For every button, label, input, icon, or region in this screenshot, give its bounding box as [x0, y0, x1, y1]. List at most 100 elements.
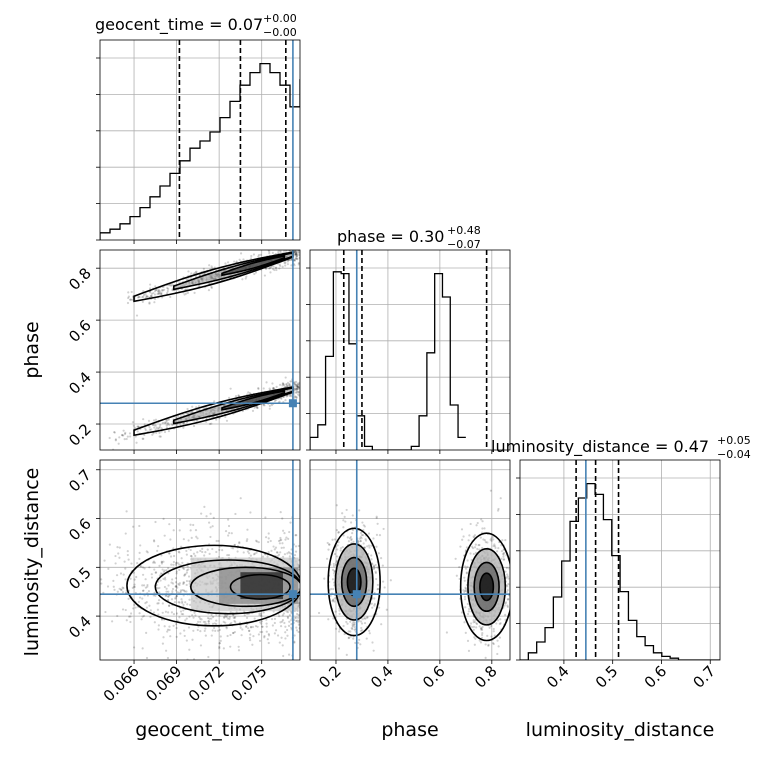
scatter-point [259, 253, 262, 256]
scatter-point [269, 271, 272, 274]
scatter-point [229, 387, 232, 390]
scatter-point [293, 264, 296, 267]
scatter-point [296, 247, 298, 249]
scatter-point [337, 647, 341, 650]
scatter-point [382, 527, 385, 531]
scatter-point [361, 629, 364, 632]
scatter-point [148, 604, 151, 607]
panel-frame-phase [309, 249, 511, 451]
scatter-point [506, 598, 509, 601]
scatter-point [145, 294, 148, 298]
scatter-point [346, 536, 349, 539]
scatter-point [289, 380, 292, 383]
scatter-point [492, 627, 495, 631]
scatter-point [178, 616, 181, 619]
scatter-point [271, 267, 275, 271]
scatter-point [281, 620, 284, 623]
scatter-point [285, 536, 288, 539]
scatter-point [164, 610, 168, 613]
scatter-point [506, 589, 509, 592]
scatter-point [215, 622, 218, 626]
scatter-point [152, 291, 155, 295]
scatter-point [455, 574, 458, 577]
scatter-point [114, 438, 117, 441]
scatter-point [270, 617, 274, 621]
scatter-point [237, 394, 240, 397]
scatter-point [333, 538, 336, 541]
scatter-point [281, 619, 285, 622]
scatter-point [353, 623, 356, 626]
scatter-point [147, 419, 151, 422]
scatter-point [142, 289, 145, 293]
scatter-point [372, 565, 376, 568]
scatter-point [207, 620, 210, 623]
scatter-point [338, 612, 341, 615]
scatter-point [359, 620, 363, 623]
scatter-point [168, 523, 171, 526]
scatter-point [295, 380, 298, 383]
scatter-point [505, 590, 508, 594]
scatter-point [252, 253, 256, 256]
scatter-point [375, 577, 378, 581]
scatter-point [150, 576, 154, 579]
scatter-point [129, 615, 132, 618]
scatter-point [237, 645, 240, 648]
scatter-point [215, 539, 218, 543]
scatter-point [161, 568, 164, 571]
scatter-point [174, 563, 177, 566]
scatter-point [489, 538, 492, 541]
scatter-point [228, 616, 231, 619]
scatter-point [234, 512, 237, 516]
scatter-point [513, 641, 515, 643]
scatter-point [160, 427, 163, 430]
scatter-point [280, 397, 283, 400]
scatter-point [284, 264, 287, 267]
scatter-point [141, 437, 144, 440]
scatter-point [329, 594, 332, 597]
scatter-point [284, 538, 287, 541]
scatter-point [260, 620, 264, 623]
scatter-point [150, 294, 153, 298]
scatter-point [107, 567, 110, 570]
scatter-point [357, 641, 360, 644]
scatter-point [291, 246, 293, 248]
scatter-point [154, 594, 157, 597]
scatter-point [190, 272, 193, 275]
scatter-point [167, 287, 170, 290]
scatter-point [261, 625, 264, 628]
scatter-point [249, 626, 253, 629]
scatter-point [153, 424, 156, 427]
scatter-point [294, 252, 297, 256]
scatter-point [189, 548, 192, 552]
scatter-point [165, 649, 168, 652]
scatter-point [290, 619, 293, 622]
scatter-point [141, 615, 144, 618]
scatter-point [267, 641, 270, 645]
scatter-point [161, 289, 164, 292]
scatter-point [215, 619, 218, 622]
scatter-point [290, 612, 293, 615]
scatter-point [247, 391, 250, 394]
scatter-point [281, 555, 285, 558]
scatter-point [496, 509, 500, 512]
scatter-point [204, 620, 207, 624]
scatter-point [476, 661, 478, 663]
scatter-point [168, 604, 171, 607]
scatter-point [141, 566, 145, 569]
scatter-point [171, 423, 174, 426]
scatter-point [270, 266, 273, 269]
scatter-point [232, 631, 235, 635]
scatter-point [170, 611, 174, 614]
scatter-point [296, 382, 300, 385]
scatter-point [466, 559, 469, 562]
scatter-point [281, 382, 284, 385]
scatter-point [285, 383, 288, 386]
scatter-point [164, 576, 167, 579]
scatter-point [155, 431, 158, 434]
scatter-point [108, 543, 111, 546]
scatter-point [218, 642, 221, 645]
scatter-point [203, 623, 207, 626]
scatter-point [232, 616, 235, 619]
ytick-label-phase-2: 0.6 [65, 316, 95, 346]
scatter-point [209, 535, 212, 539]
